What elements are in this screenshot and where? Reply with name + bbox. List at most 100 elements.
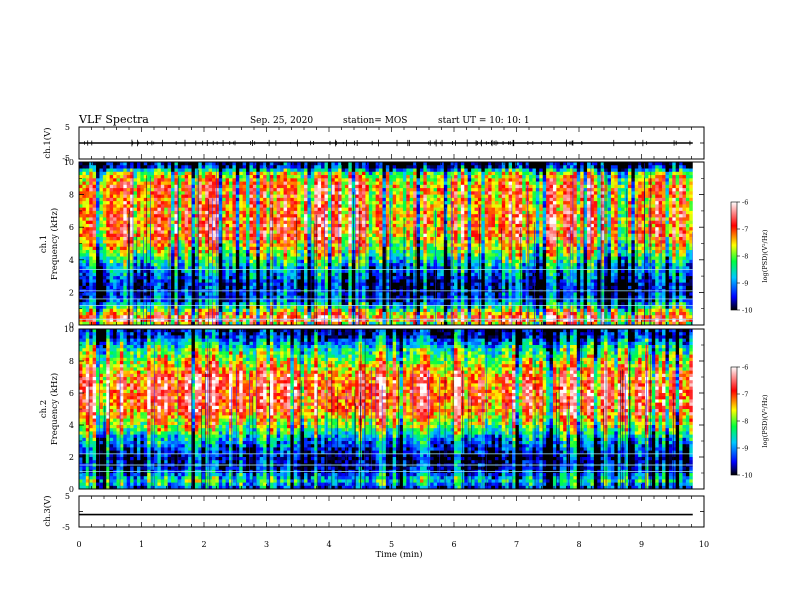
ch1-spectrogram-cell: [293, 243, 298, 248]
ch1-spectrogram-cell: [191, 298, 196, 303]
ch1-spectrogram-cell: [222, 298, 227, 303]
ch1-spectrogram-cell: [368, 220, 373, 225]
ch1-spectrogram-cell: [307, 246, 312, 251]
ch1-spectrogram-cell: [109, 162, 114, 166]
ch1-spectrogram-cell: [276, 236, 281, 241]
ch1-spectrogram-cell: [399, 263, 404, 267]
ch1-spectrogram-cell: [334, 168, 339, 173]
ch1-spectrogram-cell: [143, 240, 148, 244]
ch1-spectrogram-cell: [372, 188, 377, 192]
ch1-spectrogram-cell: [252, 207, 257, 212]
ch1-spectrogram-cell: [164, 188, 169, 192]
ch1-spectrogram-cell: [385, 214, 390, 218]
ch1-spectrogram-cell: [143, 227, 148, 231]
ch1-spectrogram-cell: [116, 295, 121, 300]
ch1-spectrogram-cell: [310, 197, 315, 202]
ch1-spectrogram-cell: [116, 263, 121, 267]
ch1-spectrogram-cell: [171, 204, 175, 209]
ch1-spectrogram-cell: [368, 295, 373, 300]
ch1-spectrogram-cell: [194, 162, 199, 166]
ch1-spectrogram-cell: [307, 305, 312, 310]
ch1-spectrogram-cell: [392, 214, 397, 218]
ch1-spectrogram-cell: [164, 315, 169, 319]
ch1-spectrogram-cell: [92, 220, 97, 225]
ch1-spectrogram-cell: [392, 302, 397, 306]
ch1-spectrogram-cell: [130, 217, 134, 222]
ch1-spectrogram-cell: [167, 204, 172, 209]
ch1-spectrogram-cell: [365, 321, 370, 326]
ch1-spectrogram-cell: [290, 253, 295, 257]
ch1-spectrogram-cell: [331, 220, 336, 225]
ch1-spectrogram-cell: [290, 269, 295, 274]
ch1-spectrogram-cell: [402, 253, 407, 257]
ch1-spectrogram-cell: [181, 256, 186, 261]
ch1-spectrogram-cell: [215, 295, 220, 300]
ch1-spectrogram-cell: [123, 181, 128, 186]
ch1-spectrogram-cell: [362, 292, 366, 297]
ch1-spectrogram-cell: [321, 233, 325, 238]
ch1-spectrogram-cell: [283, 162, 288, 166]
ch1-spectrogram-cell: [164, 292, 169, 297]
ch1-spectrogram-cell: [96, 181, 100, 186]
ch1-spectrogram-cell: [201, 204, 206, 209]
ch1-spectrogram-cell: [293, 188, 298, 192]
ch1-spectrogram-cell: [123, 223, 128, 228]
ch1-spectrogram-cell: [222, 305, 227, 310]
ch1-spectrogram-cell: [249, 178, 254, 182]
ch1-ytick-top: 5: [65, 123, 70, 132]
ch1-spectrogram-cell: [157, 204, 162, 209]
ch1-spectrogram-cell: [317, 171, 322, 176]
ch1-spectrogram-cell: [218, 236, 223, 241]
ch1-spectrogram-cell: [89, 305, 94, 310]
ch1-spectrogram-cell: [358, 311, 363, 316]
ch1-spectrogram-cell: [324, 204, 329, 209]
ch1-spectrogram-cell: [385, 194, 390, 199]
ch1-spectrogram-cell: [263, 165, 267, 169]
ch1-spectrogram-cell: [259, 292, 264, 297]
ch1-spectrogram-cell: [225, 298, 230, 303]
ch1-spectrogram-cell: [184, 259, 189, 264]
ch1-spectrogram-cell: [174, 305, 179, 310]
ch1-spectrogram-cell: [119, 266, 124, 270]
ch1-spectrogram-cell: [355, 311, 359, 316]
ch1-spectrogram-cell: [372, 292, 377, 297]
ch1-spectrogram-cell: [239, 285, 244, 290]
ch1-spectrogram-cell: [307, 178, 312, 182]
ch1-spectrogram-cell: [174, 217, 179, 222]
ch1-spectrogram-cell: [177, 302, 182, 306]
ch1-spectrogram-cell: [130, 292, 134, 297]
ch1-spectrogram-cell: [382, 168, 387, 173]
ch1-spectrogram-cell: [198, 210, 203, 215]
ch1-spectrogram-cell: [355, 210, 359, 215]
ch1-spectrogram-cell: [140, 210, 145, 215]
ch1-spectrogram-cell: [389, 188, 394, 192]
ch1-spectrogram-cell: [201, 240, 206, 244]
ch1-spectrogram-cell: [109, 201, 114, 205]
ch1-spectrogram-cell: [372, 214, 377, 218]
ch1-spectrogram-cell: [147, 230, 151, 235]
ch1-spectrogram-cell: [99, 256, 104, 261]
ch1-spectrogram-cell: [235, 263, 240, 267]
ch1-spectrogram-cell: [365, 181, 370, 186]
ch1-spectrogram-cell: [102, 188, 107, 192]
ch1-spectrogram-cell: [79, 230, 83, 235]
ch1-spectrogram-cell: [130, 184, 134, 189]
ch1-spectrogram-cell: [160, 263, 165, 267]
ch1-spectrogram-cell: [164, 298, 169, 303]
ch1-spectrogram-cell: [327, 171, 332, 176]
ch1-spectrogram-cell: [392, 295, 397, 300]
ch1-spectrogram-cell: [167, 266, 172, 270]
ch1-spectrogram-cell: [402, 292, 407, 297]
ch1-spectrogram-cell: [249, 240, 254, 244]
ch1-spectrogram-cell: [317, 178, 322, 182]
ch1-spectrogram-cell: [211, 175, 216, 179]
ch1-spectrogram-cell: [181, 227, 186, 231]
ch1-spectrogram-cell: [324, 194, 329, 199]
ch1-spectrogram-cell: [290, 175, 295, 179]
ch1-spectrogram-cell: [181, 194, 186, 199]
ch1-spectrogram-cell: [252, 269, 257, 274]
ch1-spectrogram-cell: [89, 194, 94, 199]
ch1-spectrogram-cell: [211, 298, 216, 303]
ch1-spectrogram-cell: [171, 168, 175, 173]
ch1-spectrogram-cell: [157, 207, 162, 212]
